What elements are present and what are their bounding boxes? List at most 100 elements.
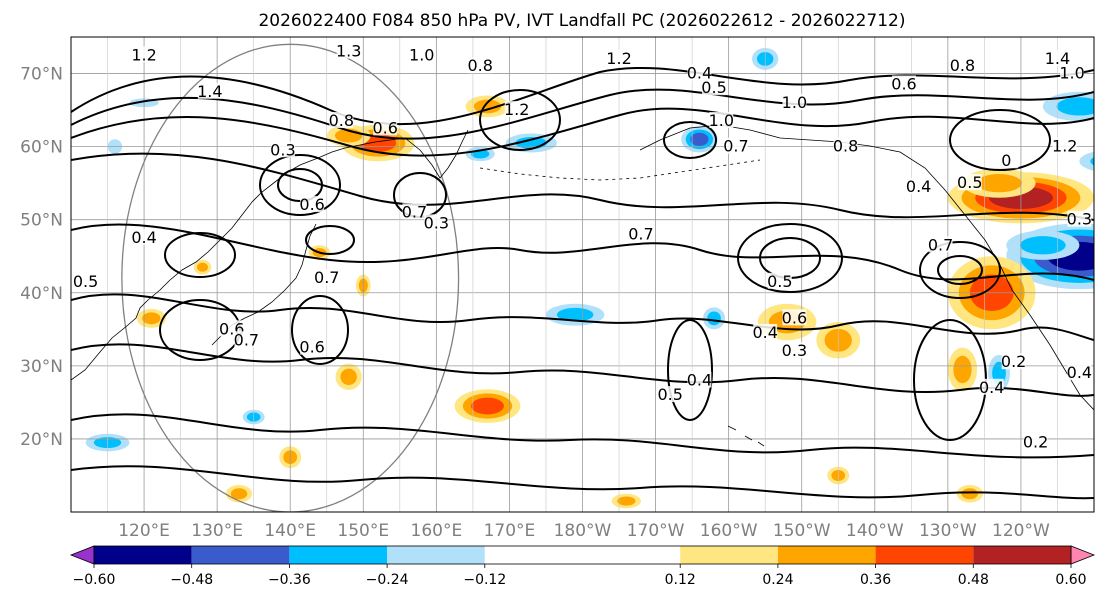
x-tick-label: 150°E xyxy=(337,521,389,541)
contour-label: 0.5 xyxy=(957,173,982,192)
contour-label-bg xyxy=(702,79,727,96)
contour-label-bg xyxy=(468,57,493,74)
contour-label: 0.5 xyxy=(73,272,98,291)
contour-label-bg xyxy=(658,386,683,403)
coastline-aleutians xyxy=(479,159,761,181)
contour-label-bg xyxy=(234,331,259,348)
contour-label: 0.6 xyxy=(299,338,324,357)
x-axis-ticks: 120°E 130°E 140°E 150°E 160°E 170°E 180°W 170°W… xyxy=(118,521,1050,541)
contour-label: 1.0 xyxy=(1059,64,1084,83)
contour-label-bg xyxy=(928,236,953,253)
contour-loop xyxy=(291,295,349,365)
anomaly-shade xyxy=(1056,97,1094,116)
anomaly-shade xyxy=(953,355,972,384)
contour-label-bg xyxy=(132,228,157,245)
contour-label-bg xyxy=(300,338,325,355)
contour-label-bg xyxy=(1052,137,1077,154)
anomaly-shade xyxy=(961,488,978,500)
contour-loop xyxy=(259,154,341,216)
contour-label: 0.7 xyxy=(402,202,427,221)
pv-contours xyxy=(71,66,1094,500)
contour-loop xyxy=(164,232,236,278)
contour-label: 0.5 xyxy=(767,272,792,291)
coastline-hawaii xyxy=(727,425,765,447)
contour-label-bg xyxy=(782,309,807,326)
anomaly-shade xyxy=(230,488,248,500)
anomaly-shade xyxy=(617,496,636,506)
contour-label-bg xyxy=(994,152,1019,169)
colorbar-tick-label: 0.24 xyxy=(762,572,793,588)
contour-label-bg xyxy=(782,93,807,110)
contour-label-bg xyxy=(1023,433,1048,450)
contour-line xyxy=(71,152,1094,221)
contour-line xyxy=(71,293,1094,341)
contour-label-bg xyxy=(336,42,361,59)
plot-area: 1.2 1.3 1.00.8 1.21.40.8 0.61.20.30.60.40.50… xyxy=(71,37,1094,512)
contour-label: 0.6 xyxy=(891,75,916,94)
x-tick-label: 170°E xyxy=(484,521,536,541)
contour-label: 0.2 xyxy=(1023,433,1048,452)
contour-label-bg xyxy=(723,137,748,154)
contour-label-bg xyxy=(687,64,712,81)
contour-line xyxy=(71,66,1094,126)
contour-line xyxy=(71,413,1094,459)
contour-label: 0.4 xyxy=(687,64,712,83)
contour-label-bg xyxy=(132,46,157,63)
contour-label-bg xyxy=(1001,353,1026,370)
contour-label: 1.2 xyxy=(131,45,156,64)
contour-label-bg xyxy=(1067,364,1092,381)
contour-label: 0 xyxy=(1001,151,1011,170)
anomaly-shade xyxy=(1090,157,1094,166)
contour-label: 0.8 xyxy=(467,56,492,75)
anomaly-shade xyxy=(1020,236,1066,255)
contour-label-bg xyxy=(767,272,792,289)
contour-label-bg xyxy=(906,177,931,194)
colorbar-tick-label: −0.24 xyxy=(366,572,409,588)
contour-label-bg xyxy=(300,196,325,213)
contour-loop xyxy=(737,223,843,293)
anomaly-shade xyxy=(340,368,357,386)
contour-label-bg xyxy=(979,378,1004,395)
contour-label: 0.6 xyxy=(372,118,397,137)
colorbar-bin xyxy=(191,546,290,564)
anomaly-shade xyxy=(707,311,721,326)
contour-label: 1.3 xyxy=(336,42,361,61)
contour-label: 1.0 xyxy=(782,93,807,112)
anomaly-shade xyxy=(690,132,709,146)
contour-label-bg xyxy=(782,342,807,359)
contour-label-bg xyxy=(197,82,222,99)
y-tick-label: 60°N xyxy=(20,138,63,158)
contour-label: 0.4 xyxy=(131,228,156,247)
x-tick-label: 140°E xyxy=(264,521,316,541)
contour-label-bg xyxy=(957,174,982,191)
colorbar-bin xyxy=(680,546,778,564)
colorbar-bin xyxy=(875,546,974,564)
contour-labels: 1.2 1.3 1.00.8 1.21.40.8 0.61.20.30.60.40.50… xyxy=(73,42,1092,452)
colorbar-frame xyxy=(93,545,1072,565)
colorbar-bin xyxy=(289,546,388,564)
y-tick-label: 20°N xyxy=(20,430,63,450)
contour-label: 0.7 xyxy=(628,224,653,243)
anomaly-shade xyxy=(471,397,504,415)
colorbar-bin xyxy=(484,546,681,564)
contour-label: 0.8 xyxy=(950,56,975,75)
contour-label-bg xyxy=(892,75,917,92)
chart-title: 2026022400 F084 850 hPa PV, IVT Landfall… xyxy=(258,11,905,31)
colorbar-tick-label: −0.60 xyxy=(73,572,116,588)
x-tick-label: 130°E xyxy=(191,521,243,541)
contour-label-bg xyxy=(833,137,858,154)
x-tick-label: 140°W xyxy=(846,521,904,541)
plot-frame xyxy=(70,36,1095,513)
contour-line xyxy=(71,465,1094,500)
contour-label-bg xyxy=(1067,210,1092,227)
colorbar-tick-label: 0.48 xyxy=(958,572,989,588)
contour-label: 1.4 xyxy=(1045,49,1070,68)
contour-line xyxy=(71,107,1094,157)
colorbar: −0.60 −0.48 −0.36 −0.24 −0.12 0.12 0.24 0.36 0.4… xyxy=(69,545,1096,588)
contour-label-bg xyxy=(314,269,339,286)
contour-label: 1.0 xyxy=(709,111,734,130)
contour-label: 0.4 xyxy=(979,378,1004,397)
contour-loop xyxy=(937,255,983,285)
anomaly-shade xyxy=(473,99,502,114)
contour-loop xyxy=(919,241,1001,299)
